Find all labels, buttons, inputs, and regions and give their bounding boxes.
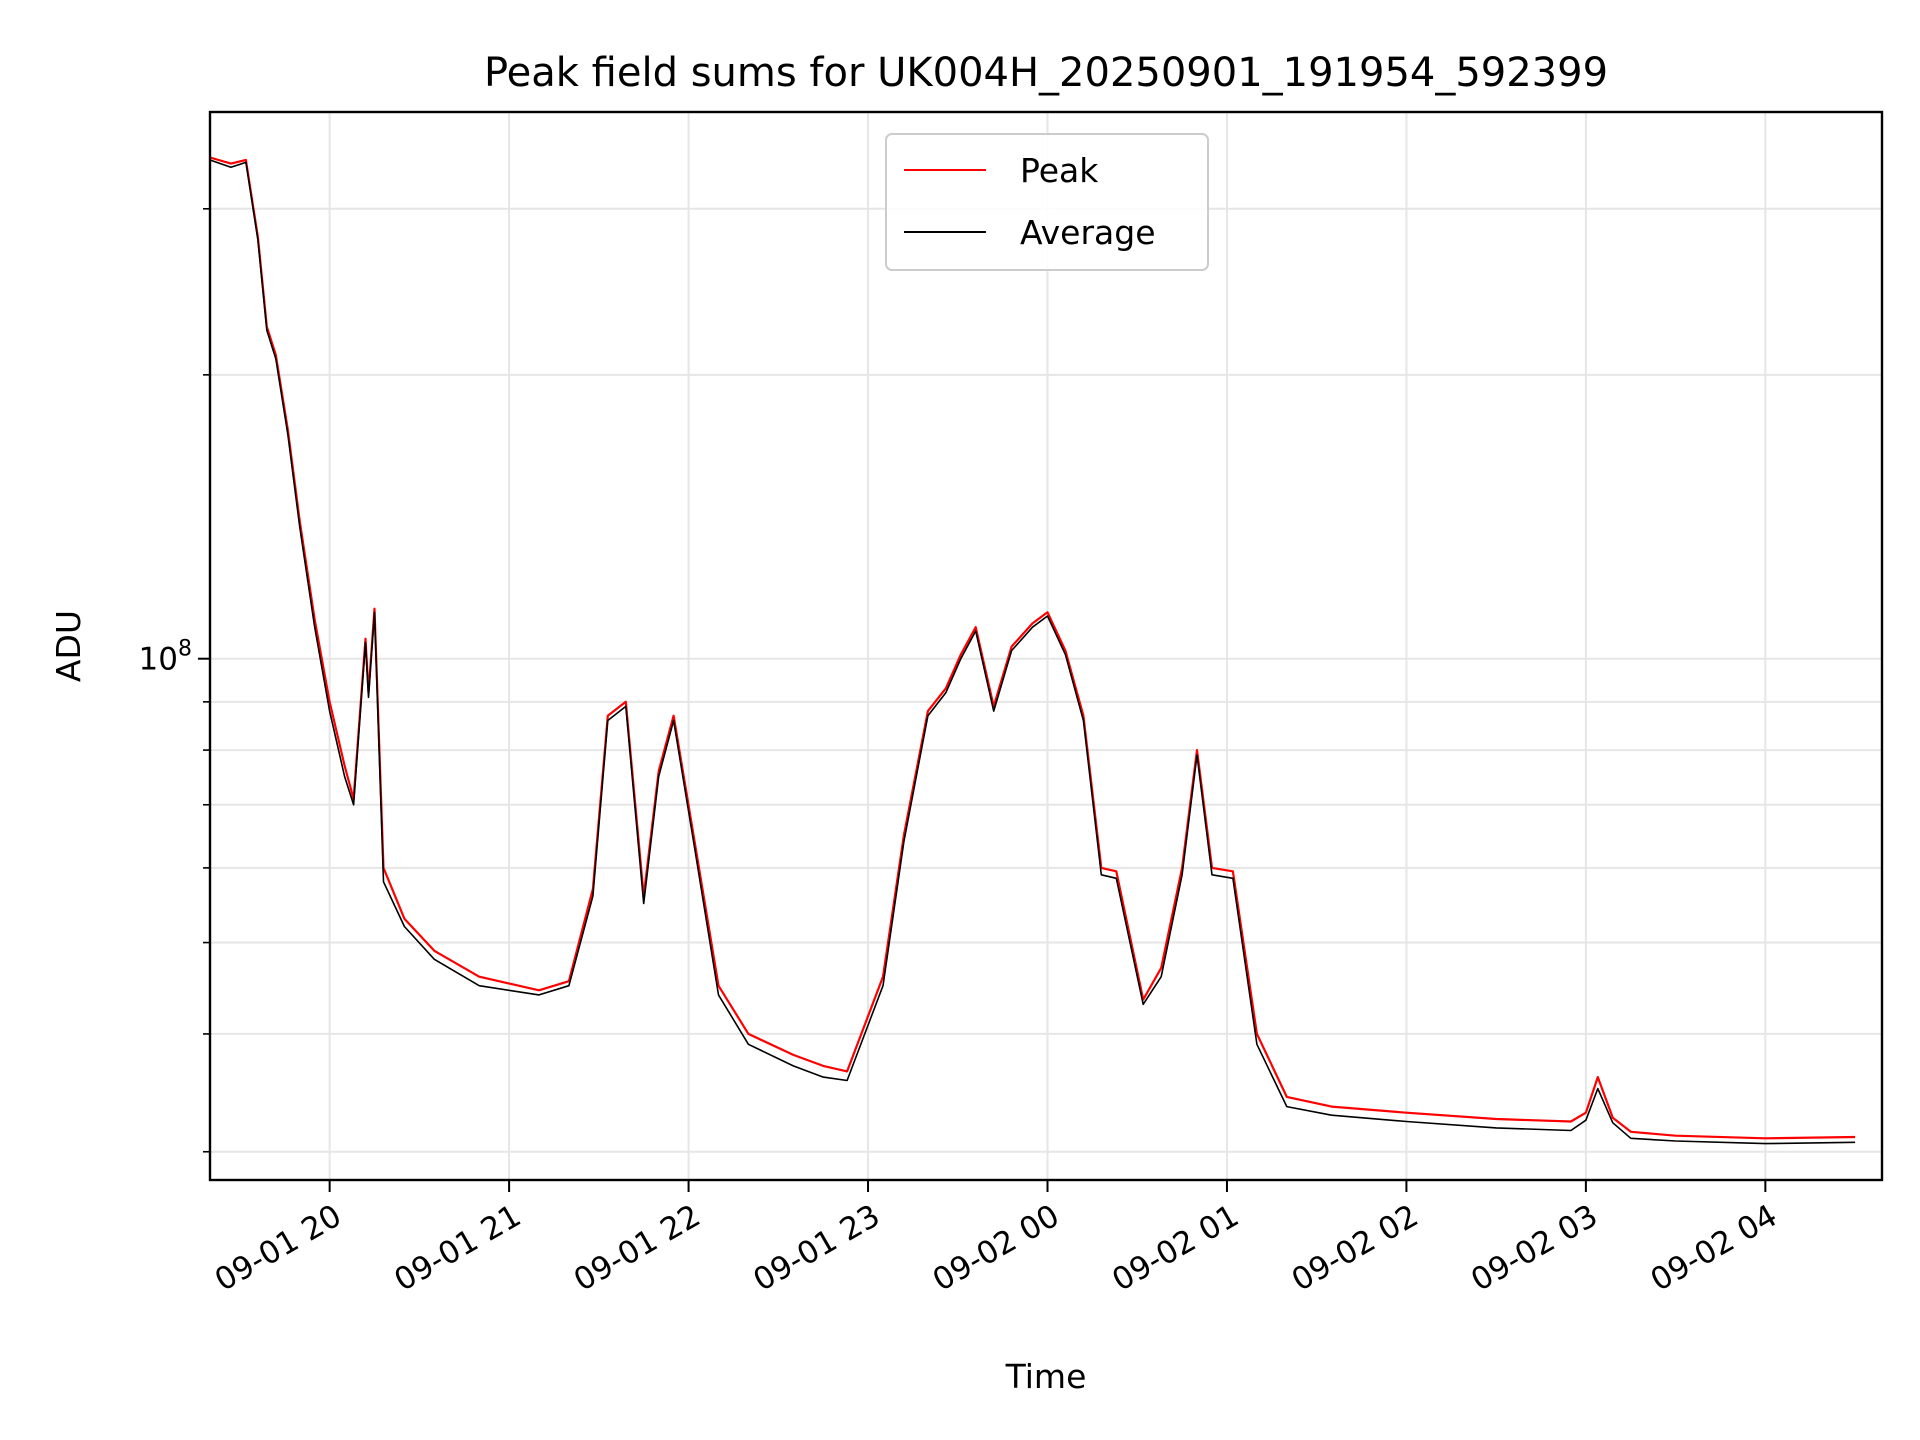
plot-frame xyxy=(208,110,1884,1182)
y-tick-label-base: 10 xyxy=(139,642,178,678)
legend-box xyxy=(885,133,1209,271)
series-lines xyxy=(209,156,1856,1145)
series-line-average xyxy=(209,159,1856,1145)
y-axis: 108 xyxy=(139,208,210,1153)
grid xyxy=(210,112,1882,1180)
legend: Peak Average xyxy=(885,133,1209,271)
legend-label: Peak xyxy=(1020,151,1099,190)
y-tick-label: 108 xyxy=(139,637,192,678)
x-axis-label: Time xyxy=(1005,1357,1087,1396)
y-axis-label: ADU xyxy=(49,610,88,682)
series-line-peak xyxy=(209,156,1856,1140)
chart-title: Peak field sums for UK004H_20250901_1919… xyxy=(484,50,1608,96)
y-tick-label-exponent: 8 xyxy=(178,637,192,662)
legend-label: Average xyxy=(1020,213,1156,252)
